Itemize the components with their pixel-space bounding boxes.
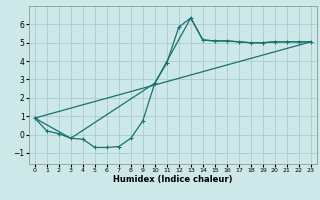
X-axis label: Humidex (Indice chaleur): Humidex (Indice chaleur) [113, 175, 233, 184]
